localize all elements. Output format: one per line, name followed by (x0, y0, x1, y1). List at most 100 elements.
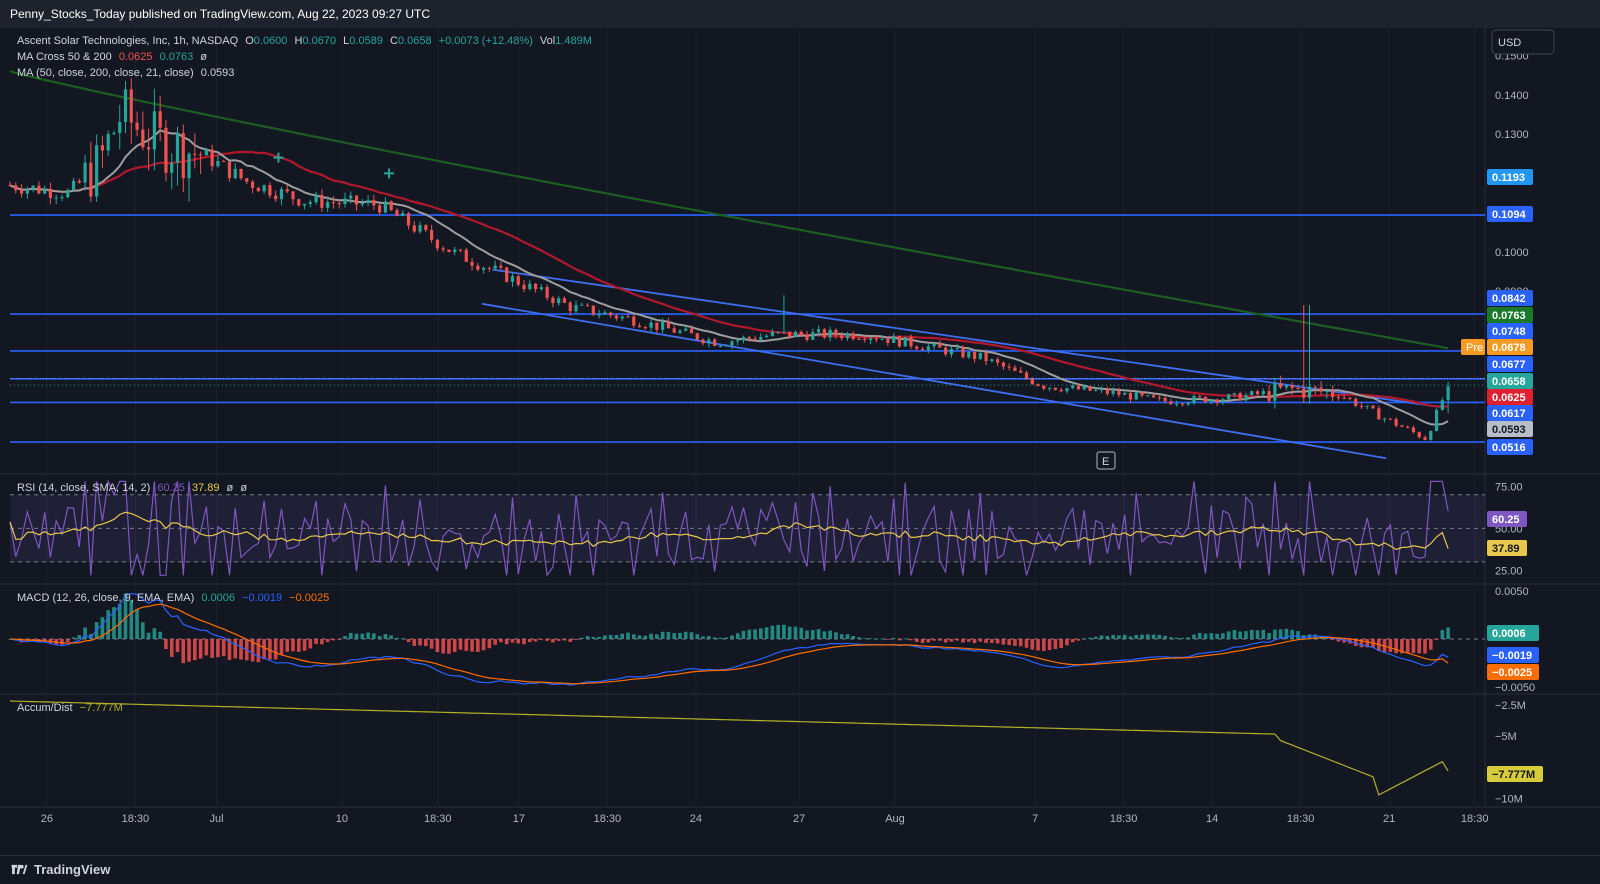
candle (354, 195, 359, 211)
candle-body (1076, 385, 1081, 390)
candle (701, 338, 705, 346)
macd-hist-bar (1423, 639, 1427, 654)
macd-hist-bar (1394, 639, 1398, 654)
macd-hist-bar (308, 639, 313, 649)
candle-body (996, 359, 1000, 363)
candle-body (1377, 408, 1381, 420)
candle (106, 130, 110, 156)
legend-high: 0.0670 (302, 35, 336, 47)
candle (1406, 425, 1410, 429)
currency-button[interactable]: USD (1491, 29, 1555, 55)
rsi-band (10, 494, 1485, 563)
macd-hist-bar (666, 631, 671, 639)
candle (505, 266, 509, 283)
candle (453, 246, 457, 256)
candle-body (713, 339, 717, 346)
channel-upper-line (492, 268, 1441, 409)
chart-canvas[interactable]: 0.15000.14000.13000.10000.090075.0050.00… (0, 28, 1600, 855)
candle (331, 195, 336, 209)
macd-hist-bar (655, 634, 659, 639)
macd-hist-bar (1232, 629, 1237, 639)
macd-hist-bar (516, 639, 521, 644)
macd-hist-bar (112, 607, 116, 639)
macd-hist-bar (637, 635, 642, 639)
price-badge-bg (1487, 373, 1533, 389)
price-tick-2: 0.1300 (1495, 129, 1529, 141)
tradingview-brand: TradingView (34, 862, 111, 877)
ad-tick-0: −2.5M (1495, 700, 1526, 712)
macd-hist-bar (718, 637, 723, 639)
candle (1007, 363, 1011, 371)
macd-hist-bar (337, 639, 342, 640)
ma-cross-value-2: 0.0763 (160, 51, 194, 63)
candle (1048, 387, 1052, 392)
macd-hist-bar (325, 639, 330, 643)
candle (268, 182, 272, 199)
candle-body (1209, 399, 1213, 403)
macd-hist-bar (1226, 631, 1231, 639)
candle (1394, 417, 1398, 428)
rsi-badge-text: 60.25 (1492, 514, 1520, 526)
macd-hist-bar (626, 632, 630, 639)
macd-hist-bar (1059, 639, 1063, 648)
candle (730, 340, 734, 350)
price-badge-bg (1487, 339, 1533, 355)
candle-body (880, 338, 884, 340)
macd-hist-bar (1013, 639, 1017, 646)
candle (695, 332, 699, 342)
macd-hist-bar (562, 639, 567, 641)
candle-body (464, 249, 468, 262)
macd-hist-bar (1007, 639, 1011, 646)
candle-body (418, 225, 422, 232)
earnings-marker[interactable]: E (1096, 451, 1116, 470)
macd-hist-bar (851, 636, 856, 639)
trend-channel[interactable] (481, 268, 1441, 460)
candle (568, 300, 572, 316)
macd-label: MACD (12, 26, close, 9, EMA, EMA) (17, 592, 194, 604)
candle-body (297, 199, 301, 206)
candle (580, 302, 584, 306)
candle (562, 296, 567, 304)
candle-body (701, 339, 705, 344)
candle-body (1175, 403, 1179, 405)
candle (250, 179, 255, 194)
time-tick-9: Aug (885, 813, 905, 825)
macd-hist-bar (909, 639, 913, 641)
candle-body (1302, 388, 1306, 398)
candle-body (955, 347, 959, 349)
candle-body (1434, 409, 1439, 431)
candle (1221, 397, 1225, 405)
horizontal-levels[interactable] (10, 214, 1485, 443)
candle (949, 346, 954, 358)
macd-hist-bar (1417, 639, 1422, 654)
candle (903, 336, 907, 347)
candle (799, 329, 803, 337)
candle (932, 342, 936, 351)
candle-body (920, 348, 925, 351)
candle-body (1013, 367, 1017, 371)
candle-body (383, 201, 388, 213)
candle-body (308, 202, 312, 204)
macd-hist-bar (510, 639, 515, 643)
candle (1105, 386, 1109, 396)
time-tick-4: 18:30 (424, 813, 452, 825)
svg-text:MACD (12, 26, close, 9, EMA, E: MACD (12, 26, close, 9, EMA, EMA) 0.0006… (17, 592, 329, 604)
candle (1076, 383, 1081, 390)
candle-body (8, 185, 12, 187)
macd-badge-bg (1487, 625, 1539, 641)
macd-hist-bar (499, 639, 503, 643)
macd-tick-0: 0.0050 (1495, 586, 1529, 598)
candle-body (689, 328, 694, 334)
ma-cross-marker-0 (273, 152, 284, 163)
candle-body (510, 276, 515, 282)
macd-hist-bar (470, 639, 474, 652)
macd-hist-bar (868, 638, 873, 640)
signal-line (9, 603, 1449, 685)
macd-hist-bar (1169, 637, 1173, 639)
candles (8, 78, 1450, 441)
candle (1325, 389, 1329, 399)
macd-hist-bar (816, 629, 821, 639)
macd-hist-bar (984, 639, 988, 644)
price-badge-4: 0.0748 (1487, 323, 1533, 339)
candle (915, 345, 919, 351)
